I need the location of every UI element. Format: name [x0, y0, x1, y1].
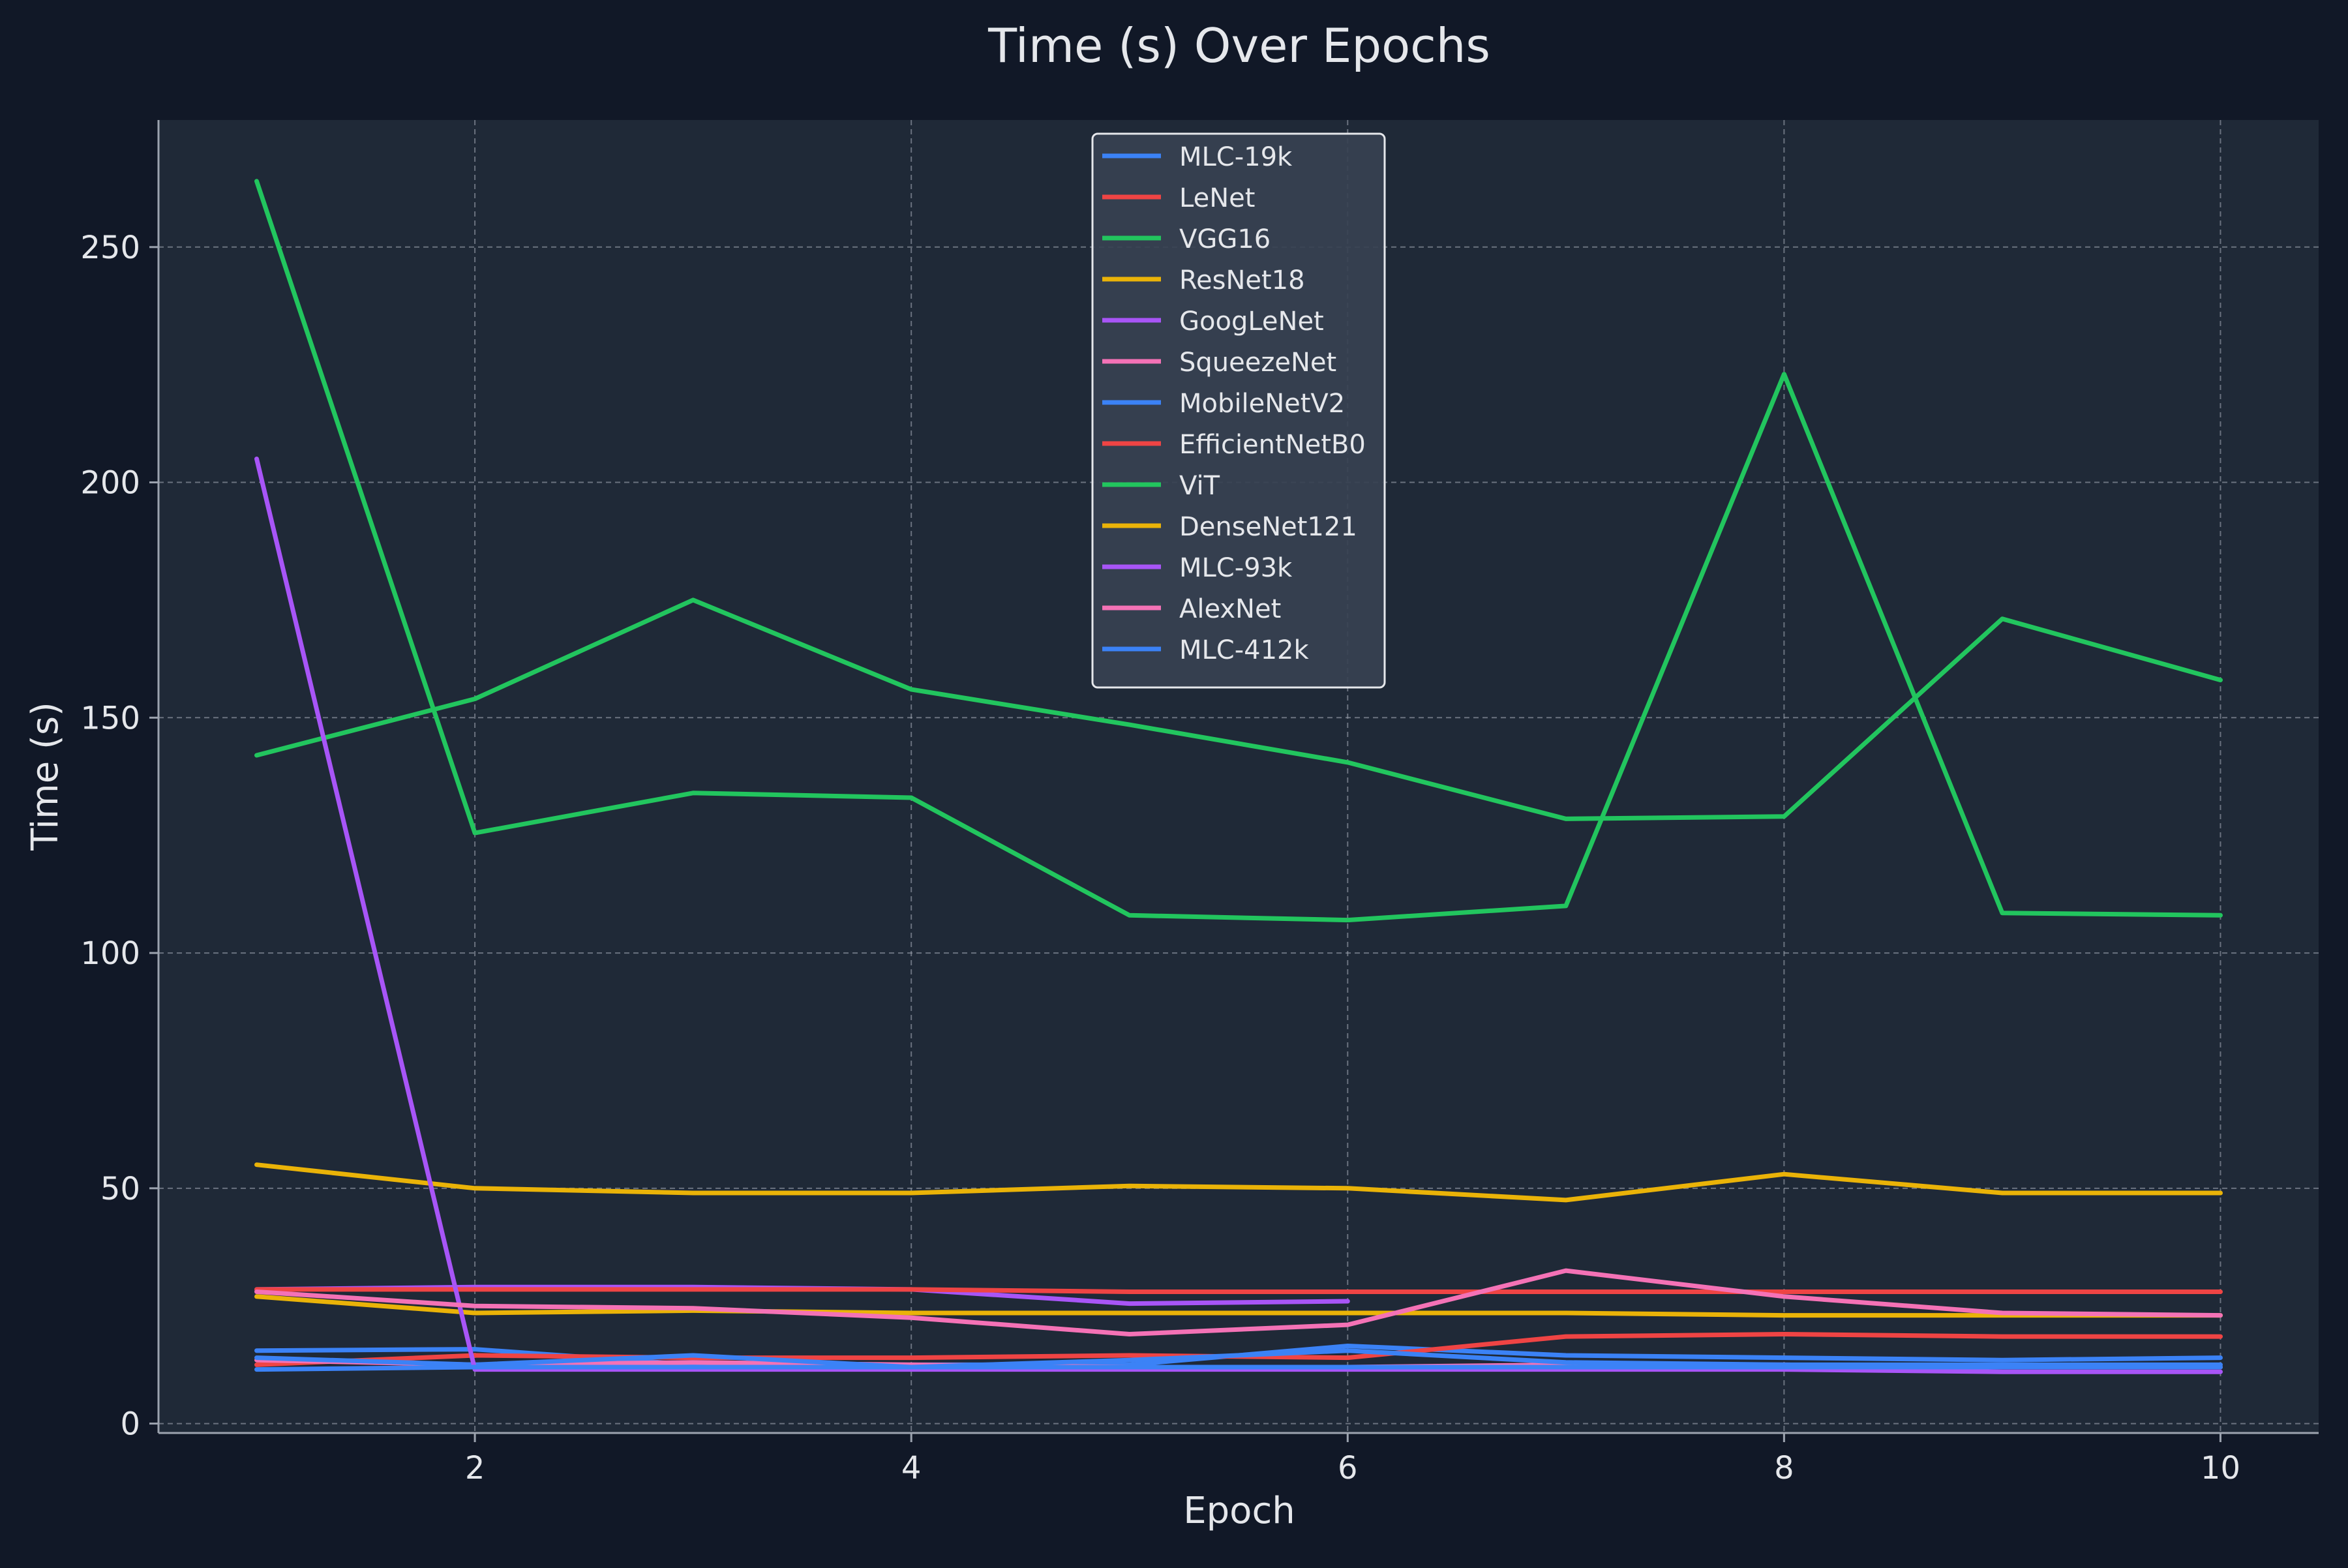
x-tick-label: 2: [465, 1450, 485, 1486]
legend-label: EfficientNetB0: [1179, 430, 1366, 460]
y-tick-label: 100: [80, 935, 140, 972]
legend-label: MLC-412k: [1179, 635, 1310, 665]
legend-label: AlexNet: [1179, 594, 1281, 624]
series-line: [254, 1294, 2223, 1318]
series-line: [254, 1287, 2223, 1294]
series-line: [254, 1348, 2223, 1370]
series-line: [254, 1162, 2223, 1203]
series-line: [254, 179, 2223, 923]
x-tick-label: 4: [901, 1450, 922, 1486]
series-line: [254, 597, 2223, 821]
series-line: [254, 1364, 2223, 1372]
legend-label: MLC-19k: [1179, 142, 1293, 172]
y-tick-label: 250: [80, 230, 140, 266]
y-tick-label: 150: [80, 700, 140, 736]
legend-label: MobileNetV2: [1179, 389, 1345, 419]
legend: MLC-19k LeNet VGG16 ResNet18 GoogLeNet Squeez…: [1091, 132, 1386, 689]
series-line: [254, 1268, 2223, 1336]
series-lines: [254, 179, 2223, 1374]
x-tick-label: 10: [2201, 1450, 2240, 1486]
legend-label: LeNet: [1179, 183, 1255, 213]
legend-label: GoogLeNet: [1179, 307, 1324, 337]
y-tick-label: 50: [100, 1171, 140, 1207]
legend-label: SqueezeNet: [1179, 348, 1336, 378]
y-tick-label: 200: [80, 465, 140, 502]
legend-label: VGG16: [1179, 224, 1271, 254]
chart-title: Time (s) Over Epochs: [987, 18, 1490, 73]
x-axis-label: Epoch: [1183, 1490, 1295, 1532]
x-tick-label: 6: [1338, 1450, 1358, 1486]
y-axis-label: Time (s): [24, 702, 67, 851]
y-tick-label: 0: [120, 1406, 140, 1443]
legend-box: [1091, 132, 1386, 689]
x-tick-label: 8: [1774, 1450, 1794, 1486]
legend-label: MLC-93k: [1179, 553, 1293, 583]
legend-label: ResNet18: [1179, 265, 1305, 295]
legend-label: DenseNet121: [1179, 512, 1357, 542]
legend-label: ViT: [1179, 471, 1220, 501]
series-line: [254, 457, 2223, 1374]
